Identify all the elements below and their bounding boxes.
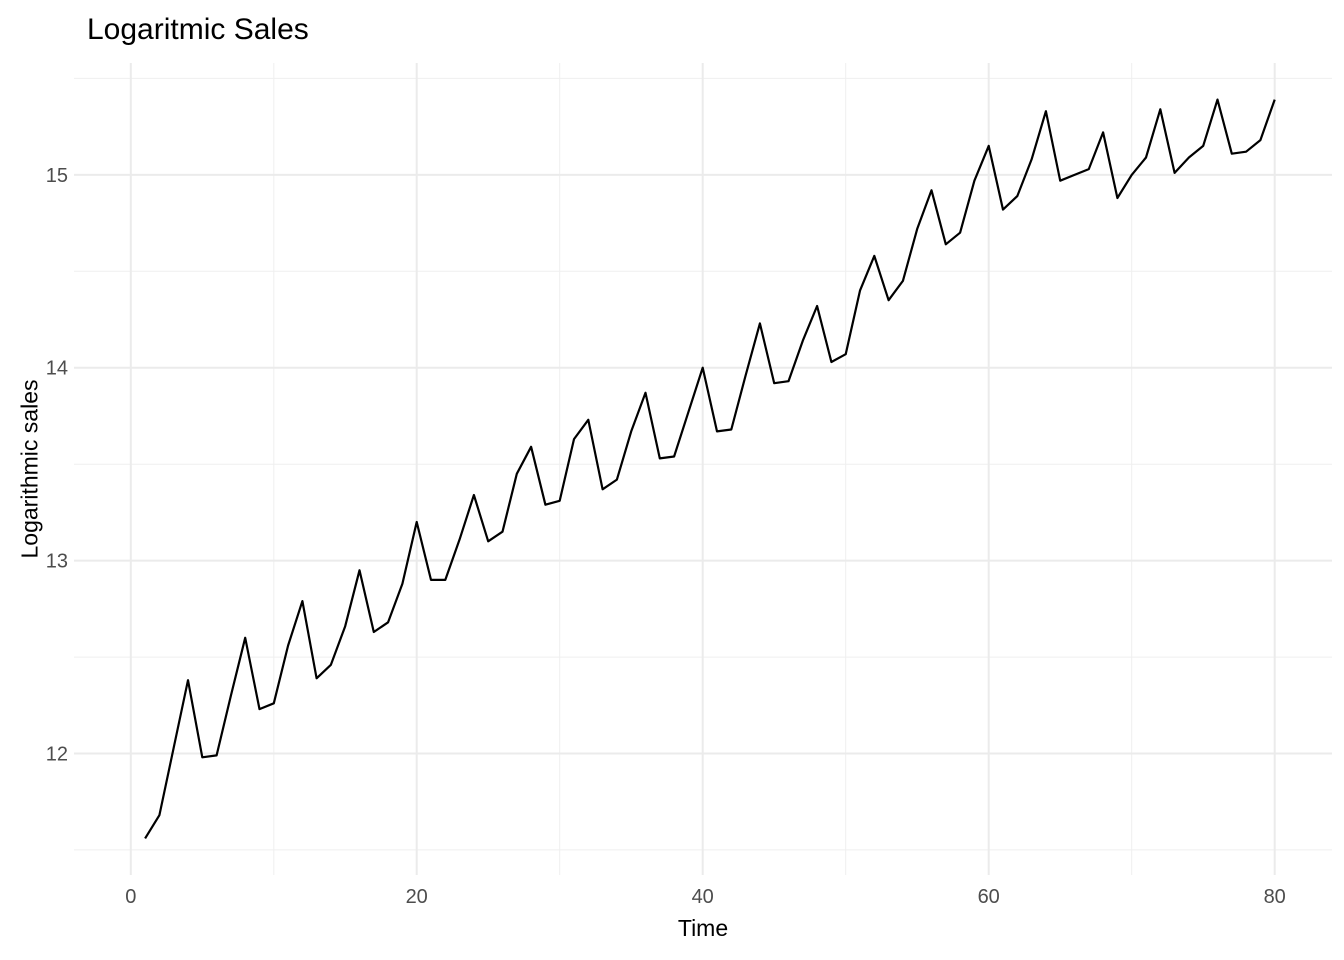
x-tick-label: 20 bbox=[406, 886, 428, 908]
x-tick-label: 80 bbox=[1264, 886, 1286, 908]
chart-title: Logaritmic Sales bbox=[87, 13, 309, 46]
y-tick-label: 12 bbox=[46, 744, 68, 766]
y-axis-title: Logarithmic sales bbox=[16, 379, 43, 559]
x-axis-title: Time bbox=[677, 915, 729, 941]
sales-line bbox=[144, 98, 1276, 839]
y-tick-label: 15 bbox=[46, 165, 68, 187]
x-tick-label: 60 bbox=[978, 886, 1000, 908]
x-tick-label: 0 bbox=[125, 886, 136, 908]
y-tick-label: 14 bbox=[46, 358, 68, 380]
y-tick-label: 13 bbox=[46, 551, 68, 573]
x-tick-label: 40 bbox=[692, 886, 714, 908]
